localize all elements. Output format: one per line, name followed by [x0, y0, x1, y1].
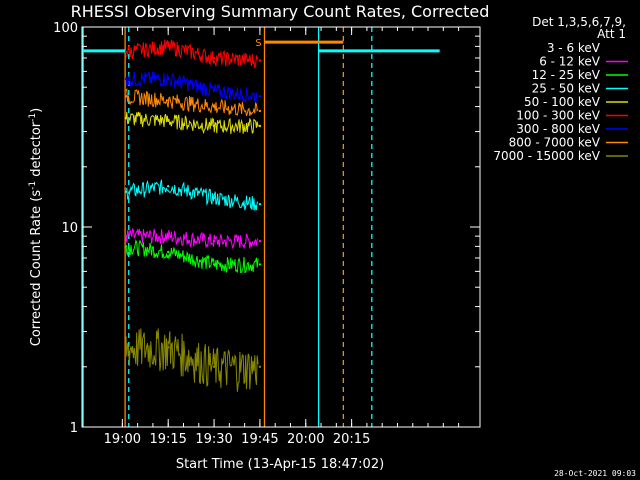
x-tick-label: 19:15	[149, 432, 186, 447]
series-point	[124, 245, 128, 248]
series-line	[125, 328, 259, 392]
y-axis-label-part1: Corrected Count Rate (s	[29, 190, 44, 347]
series-point	[212, 365, 216, 368]
x-axis-label: Start Time (13-Apr-15 18:47:02)	[176, 457, 384, 472]
legend-entry-label: 25 - 50 keV	[532, 82, 601, 96]
series-point	[124, 116, 128, 120]
marker-layer: S	[82, 27, 440, 427]
series-point	[124, 234, 128, 238]
x-tick-label: 20:00	[287, 432, 324, 447]
series-point	[124, 346, 128, 349]
y-tick-label: 10	[61, 221, 78, 236]
series-point	[212, 89, 216, 92]
series-point	[167, 234, 170, 238]
legend-entry-label: 300 - 800 keV	[516, 122, 600, 136]
y-axis-label: Corrected Count Rate (s-1 detector-1)	[28, 108, 44, 346]
legend-entry-label: 100 - 300 keV	[516, 109, 600, 123]
legend-entry-label: 3 - 6 keV	[547, 41, 601, 55]
series-point	[124, 95, 128, 98]
saa-label: S	[255, 38, 261, 49]
series-point	[124, 77, 128, 81]
y-axis-label-part3: )	[29, 108, 44, 113]
plot-frame	[81, 26, 481, 428]
x-tick-label: 19:45	[241, 432, 278, 447]
series-point	[258, 95, 262, 98]
series-point	[258, 263, 262, 266]
series-point	[258, 365, 262, 368]
series-point	[167, 250, 170, 254]
y-axis-label-part2: detector	[29, 121, 44, 181]
series-point	[167, 99, 170, 102]
series-point	[258, 203, 262, 206]
x-tick-label: 19:00	[104, 432, 141, 447]
legend-entry-label: 6 - 12 keV	[539, 55, 601, 69]
legend-header: Att 1	[597, 27, 626, 41]
series-point	[124, 184, 128, 188]
chart-title: RHESSI Observing Summary Count Rates, Co…	[71, 2, 490, 21]
legend-entry-label: 800 - 7000 keV	[509, 136, 601, 150]
series-line	[125, 179, 259, 211]
series-line	[125, 239, 259, 274]
footer-date: 28-Oct-2021 09:03	[554, 469, 636, 478]
series-point	[167, 184, 170, 188]
series-point	[258, 109, 262, 113]
series-line	[125, 227, 259, 249]
series-point	[258, 184, 262, 188]
series-point	[167, 45, 170, 48]
series-layer	[124, 39, 262, 392]
legend-header: Det 1,3,5,6,7,9,	[532, 15, 626, 29]
series-point	[258, 59, 262, 62]
series-point	[212, 124, 216, 128]
series-point	[212, 263, 216, 266]
y-tick-label: 100	[53, 21, 78, 36]
series-line	[125, 71, 259, 104]
y-tick-label: 1	[70, 421, 78, 436]
series-line	[125, 87, 259, 117]
y-axis-label-sup2: -1	[28, 113, 38, 122]
series-point	[167, 119, 170, 122]
series-point	[258, 239, 262, 243]
series-point	[212, 105, 216, 108]
series-point	[212, 196, 216, 199]
series-point	[167, 346, 170, 349]
series-point	[124, 50, 128, 54]
series-point	[212, 239, 216, 243]
series-point	[167, 179, 170, 183]
series-line	[125, 111, 259, 135]
series-point	[124, 190, 128, 193]
x-tick-label: 19:30	[195, 432, 232, 447]
series-point	[258, 124, 262, 128]
legend-entry-label: 50 - 100 keV	[524, 95, 601, 109]
axes: 19:00 19:15 19:30 19:45 20:00 20:15 1 10 100	[53, 21, 481, 447]
legend-entry-label: 12 - 25 keV	[532, 68, 601, 82]
legend-entry-label: 7000 - 15000 keV	[493, 149, 600, 163]
series-point	[212, 184, 216, 188]
series-point	[212, 56, 216, 60]
x-tick-label: 20:15	[333, 432, 370, 447]
y-axis-label-sup1: -1	[28, 181, 38, 190]
series-line	[126, 39, 259, 69]
series-point	[167, 77, 170, 81]
